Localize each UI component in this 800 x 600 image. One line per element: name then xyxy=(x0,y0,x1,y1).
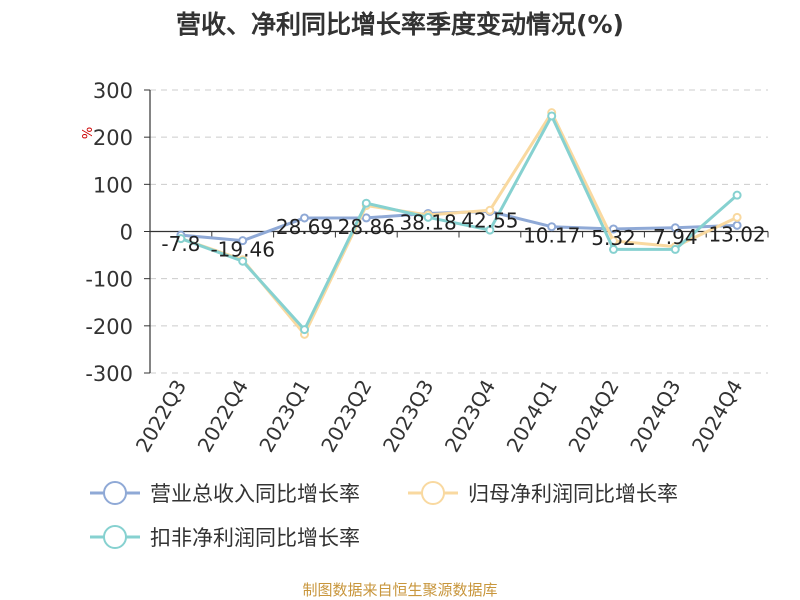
data-point xyxy=(670,244,680,254)
data-point xyxy=(732,190,742,200)
x-axis-ticks: 2022Q3 2022Q4 2023Q1 2023Q2 2023Q3 2023Q4 2024… xyxy=(131,375,748,456)
legend-label: 归母净利润同比增长率 xyxy=(468,482,678,506)
legend-marker xyxy=(103,481,127,505)
x-tick-label: 2023Q3 xyxy=(378,375,438,456)
data-point xyxy=(300,325,309,335)
y-tick-label: -200 xyxy=(85,315,133,339)
y-axis-unit: % xyxy=(81,127,96,139)
data-point xyxy=(670,223,680,233)
x-tick-label: 2024Q4 xyxy=(687,376,747,457)
y-tick-label: 200 xyxy=(93,126,133,150)
y-tick-label: 300 xyxy=(93,79,133,103)
y-tick-label: 100 xyxy=(93,173,133,197)
series-line-2 xyxy=(180,114,739,332)
data-point xyxy=(547,111,557,121)
data-point xyxy=(547,222,557,232)
data-label: 7.94 xyxy=(653,225,698,249)
data-label: 10.17 xyxy=(523,224,580,248)
data-point xyxy=(238,256,248,266)
x-tick-label: 2022Q4 xyxy=(193,376,253,457)
gridlines xyxy=(150,89,768,374)
legend-marker xyxy=(421,481,445,505)
chart-title: 营收、净利同比增长率季度变动情况(%) xyxy=(176,10,624,39)
x-tick-label: 2024Q2 xyxy=(563,376,623,457)
x-tick-label: 2024Q3 xyxy=(625,376,685,457)
legend-label: 扣非净利润同比增长率 xyxy=(150,526,360,550)
data-label: -19.46 xyxy=(210,238,274,262)
y-tick-label: -300 xyxy=(85,362,133,386)
data-label: 42.55 xyxy=(461,208,518,232)
data-label: 28.86 xyxy=(338,215,395,239)
x-tick-label: 2023Q2 xyxy=(316,376,376,457)
data-point xyxy=(732,220,742,230)
x-tick-label: 2022Q3 xyxy=(131,376,191,457)
data-point xyxy=(609,244,618,254)
data-point xyxy=(423,212,433,222)
y-axis-ticks: 300 200 100 0 -100 -200 -300 xyxy=(85,79,150,386)
x-tick-label: 2024Q1 xyxy=(502,376,562,457)
data-label: 28.69 xyxy=(276,215,333,239)
data-label: 13.02 xyxy=(708,222,765,246)
x-tick-label: 2023Q4 xyxy=(440,376,500,457)
y-tick-label: -100 xyxy=(85,268,133,292)
x-tick-label: 2023Q1 xyxy=(254,376,314,457)
legend-marker xyxy=(103,525,127,549)
data-point xyxy=(361,198,371,208)
series-lines xyxy=(176,108,742,339)
y-tick-label: 0 xyxy=(120,221,133,245)
source-note: 制图数据来自恒生聚源数据库 xyxy=(302,581,497,599)
data-point xyxy=(176,234,186,244)
data-point xyxy=(609,224,618,234)
data-label: -7.8 xyxy=(161,232,200,256)
legend-label: 营业总收入同比增长率 xyxy=(150,482,360,506)
data-point xyxy=(485,205,495,215)
data-point xyxy=(238,236,248,246)
data-point xyxy=(485,225,495,235)
data-point xyxy=(361,213,371,223)
data-label: 5.32 xyxy=(591,226,636,250)
data-point xyxy=(300,213,309,223)
data-point xyxy=(732,212,742,222)
data-label: 38.18 xyxy=(399,210,456,234)
